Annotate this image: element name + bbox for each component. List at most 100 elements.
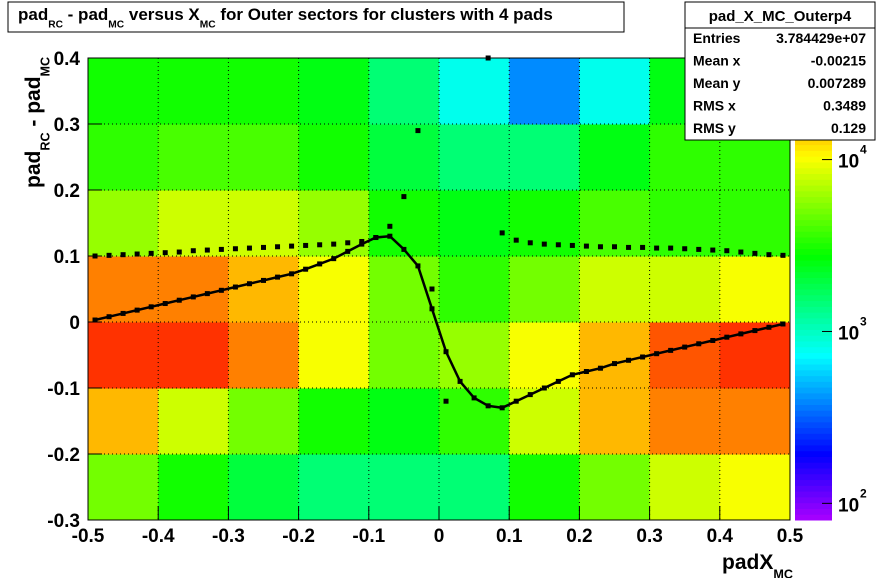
palette-step [795,392,832,400]
x-tick-label: 0 [434,526,445,547]
heat-cell [579,124,651,191]
marker [499,230,505,236]
marker [654,245,660,251]
marker [204,291,210,297]
palette-step [795,502,832,509]
marker [429,306,435,312]
marker [120,252,126,258]
x-tick-label: 0.4 [707,526,734,547]
palette-step [795,208,832,215]
heat-cell [579,58,651,125]
stats-value: 0.129 [831,120,866,136]
palette-step [795,381,832,388]
palette-step [795,260,832,267]
marker [359,241,365,247]
x-tick-label: 0.3 [636,526,662,547]
heat-cell [368,124,440,191]
palette-step [795,491,832,498]
heat-cell [579,388,651,455]
text-segment: - pad [63,5,108,24]
z-tick-exponent: 4 [860,143,867,157]
palette-step [795,156,832,163]
palette-step [795,421,832,429]
marker [162,301,168,307]
marker [766,252,772,258]
marker [387,233,393,239]
heat-cell [158,256,229,323]
rich-text: padXMC [722,551,793,578]
marker [176,249,182,255]
palette-step [795,283,832,290]
heat-cell [88,454,159,521]
heat-cell [579,454,651,521]
palette-step [795,410,832,417]
text-segment: versus X [124,5,200,24]
y-tick-label: -0.3 [47,511,80,532]
marker [668,245,674,251]
marker [766,324,772,330]
heat-cell [368,322,440,389]
palette-step [795,352,832,359]
marker [345,248,351,254]
heat-cell [368,454,440,521]
marker [597,244,603,250]
marker [261,244,266,250]
marker [738,331,744,337]
marker [626,244,632,250]
palette-step [795,444,832,452]
heat-cell [439,322,510,389]
marker [106,252,112,258]
subscript: RC [38,132,52,150]
marker [387,223,393,229]
palette-step [795,358,832,365]
marker [415,263,421,269]
palette-step [795,294,832,302]
palette-step [795,312,832,319]
marker [710,247,716,253]
text-segment: padX [722,551,773,574]
stats-box [684,1,876,141]
marker [275,274,281,280]
palette-step [795,196,832,203]
palette-step [795,404,832,411]
subscript: MC [108,20,124,31]
marker [162,250,168,256]
palette-step [795,300,832,307]
marker [682,246,688,252]
marker [555,378,561,384]
palette-step [795,473,832,481]
text-segment: - pad [22,76,45,132]
marker [289,271,295,277]
heat-cell [719,454,791,521]
heat-cell [579,256,651,323]
marker [106,314,112,320]
palette-step [795,346,832,354]
stats-key: RMS x [693,98,736,114]
x-tick-label: 0.5 [777,526,804,547]
heat-cell [509,58,580,125]
palette-step [795,150,832,157]
subscript: MC [38,57,52,77]
palette-step [795,190,832,198]
marker [668,347,674,353]
z-tick-exponent: 2 [860,486,867,500]
heat-cell [649,454,721,521]
marker [148,250,154,256]
marker [626,357,632,363]
marker [261,277,266,283]
marker [289,243,295,249]
marker [190,248,196,254]
marker [232,246,238,252]
palette-step [795,364,832,371]
y-tick-label: 0.4 [54,49,81,70]
heat-cell [88,58,159,125]
marker [499,405,505,411]
marker [640,244,646,250]
heat-cell [228,256,300,323]
marker [373,235,379,241]
marker [457,378,463,384]
palette-step [795,416,832,423]
marker [597,365,603,371]
heat-cell [228,58,300,125]
